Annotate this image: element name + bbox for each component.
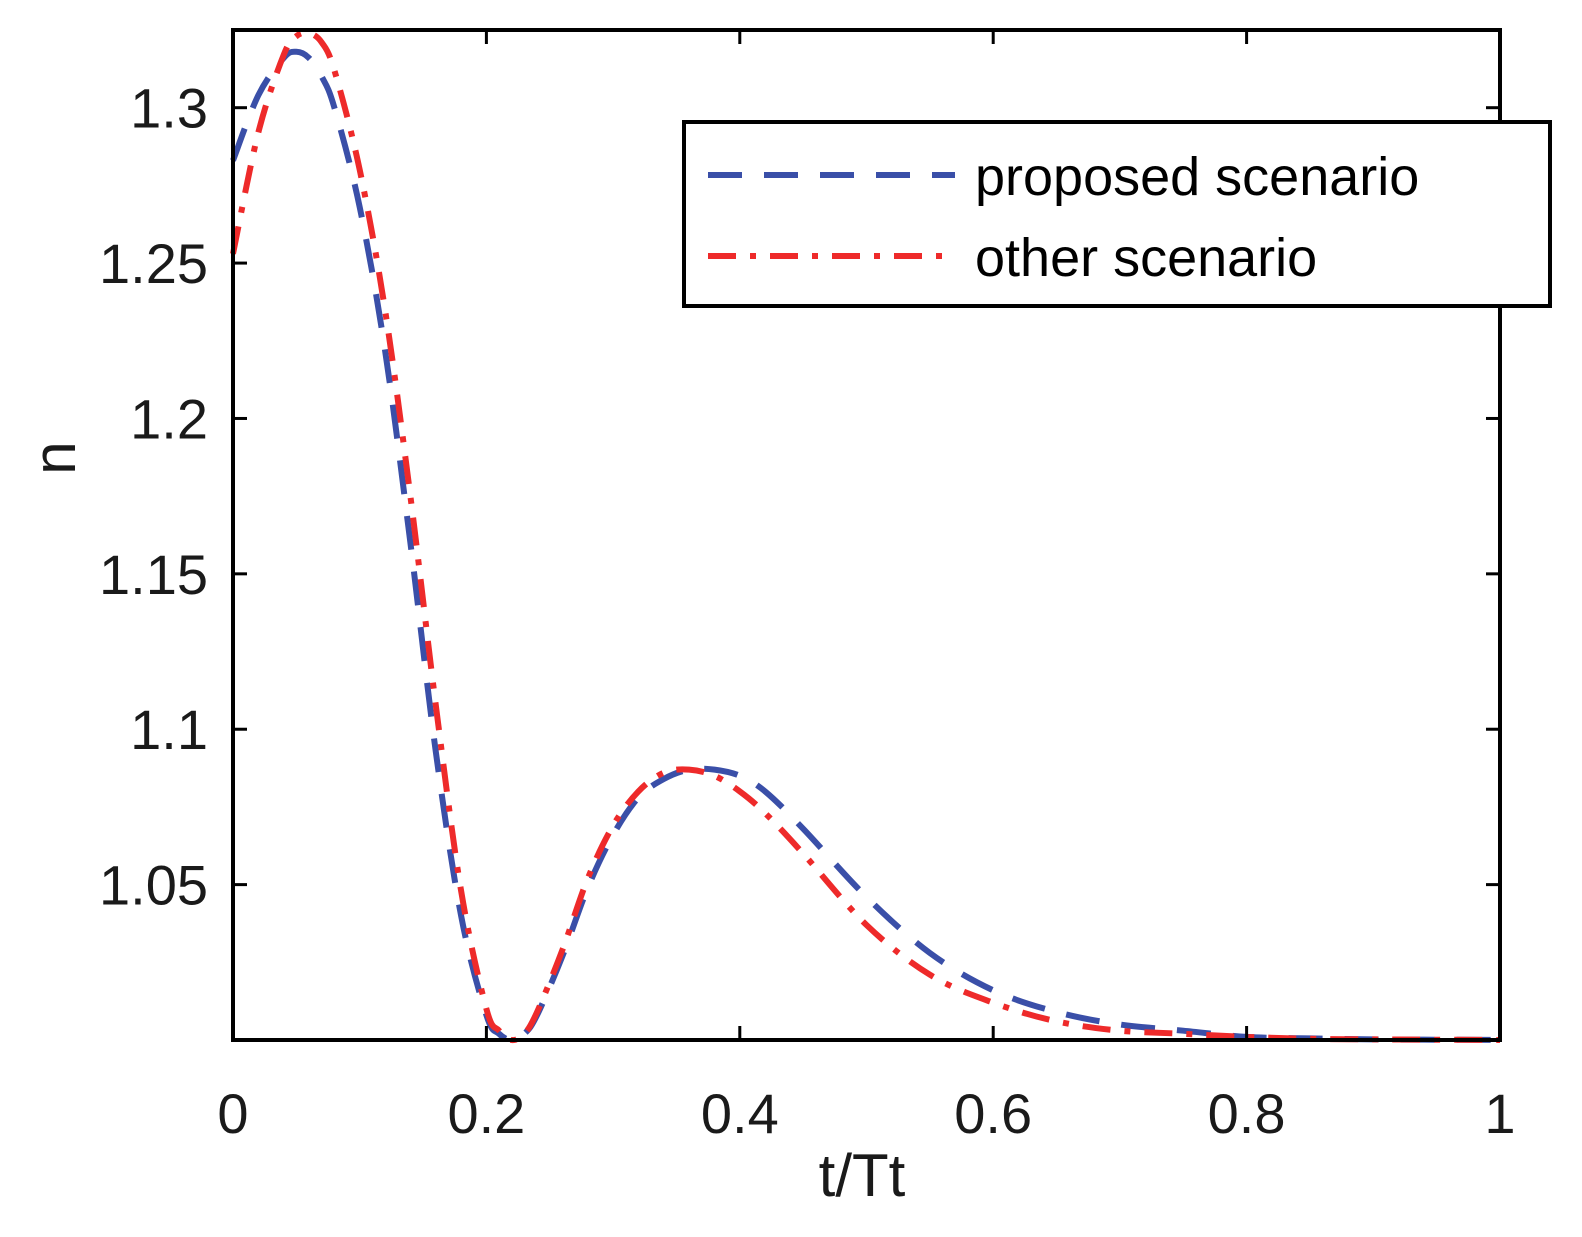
x-tick-label: 0	[217, 1082, 248, 1145]
x-tick-label: 1	[1484, 1082, 1515, 1145]
legend: proposed scenario other scenario	[682, 120, 1552, 308]
x-tick-label: 0.4	[701, 1082, 779, 1145]
legend-label-proposed: proposed scenario	[975, 147, 1419, 207]
y-axis-label: n	[21, 441, 88, 474]
y-tick-label: 1.3	[130, 77, 208, 140]
series-line-0	[230, 48, 1501, 1043]
series-line-1	[230, 29, 1501, 1044]
legend-label-other: other scenario	[975, 228, 1317, 288]
x-tick-label: 0.6	[954, 1082, 1032, 1145]
x-tick-label: 0.2	[447, 1082, 525, 1145]
x-axis-label: t/Tt	[819, 1142, 906, 1209]
y-tick-label: 1.2	[130, 387, 208, 450]
y-tick-label: 1.15	[99, 543, 208, 606]
y-tick-label: 1.05	[99, 854, 208, 917]
y-tick-label: 1.25	[99, 232, 208, 295]
x-tick-label: 0.8	[1208, 1082, 1286, 1145]
axis-tick-labels: 0 0.2 0.4 0.6 0.8 1 1.05 1.1 1.15 1.2 1.25 1.3	[99, 77, 1516, 1145]
plot-area-frame	[231, 28, 1502, 1042]
legend-box	[682, 120, 1552, 308]
plot-lines	[230, 29, 1501, 1044]
y-tick-label: 1.1	[130, 698, 208, 761]
